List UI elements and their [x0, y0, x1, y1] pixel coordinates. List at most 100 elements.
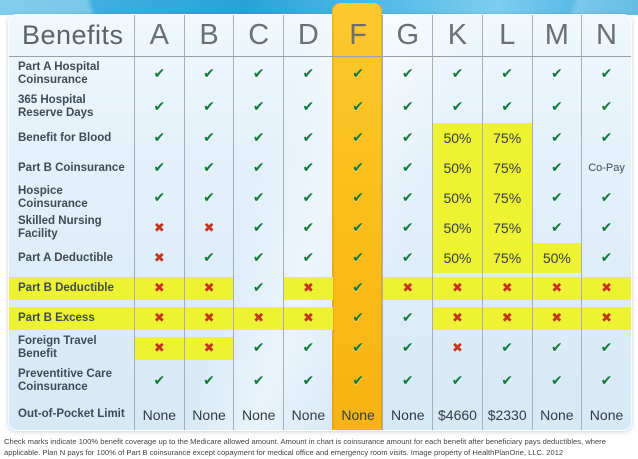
cell-plan-f-part-b-excess: ✔ [332, 303, 383, 333]
check-icon: ✔ [550, 98, 563, 115]
cell-plan-b-foreign-travel-benefit: ✖ [183, 333, 234, 363]
plan-column-header-l: L [481, 15, 532, 57]
cell-plan-f-part-a-hospital-coinsurance: ✔ [332, 57, 383, 90]
check-icon: ✔ [600, 373, 613, 389]
cell-plan-d-part-b-excess: ✖ [283, 303, 333, 333]
cell-plan-a-benefit-for-blood: ✔ [134, 123, 184, 153]
cell-plan-b-part-b-coinsurance: ✔ [183, 153, 234, 183]
table-grid: Benefits A B C D F G K L M N Part A Hospital Coins… [9, 15, 631, 430]
cell-plan-m-out-of-pocket-limit: None [531, 399, 582, 430]
cross-icon: ✖ [153, 220, 165, 236]
benefit-label-hospice-coinsurance: Hospice Coinsurance [18, 185, 88, 210]
cross-icon: ✖ [402, 280, 414, 296]
cell-plan-m-part-b-deductible: ✖ [531, 273, 582, 303]
cell-plan-g-benefit-for-blood: ✔ [382, 123, 432, 153]
cell-plan-c-part-a-hospital-coinsurance: ✔ [233, 57, 283, 90]
cell-plan-b-skilled-nursing-facility: ✖ [183, 213, 234, 243]
check-icon: ✔ [252, 190, 265, 206]
cell-plan-b-part-b-deductible: ✖ [183, 273, 234, 303]
check-icon: ✔ [153, 130, 166, 146]
cross-icon: ✖ [153, 310, 165, 326]
check-icon: ✔ [252, 130, 265, 146]
check-icon: ✔ [401, 65, 414, 82]
cell-plan-g-part-b-coinsurance: ✔ [382, 153, 432, 183]
cell-plan-a-part-b-excess: ✖ [134, 303, 184, 333]
check-icon: ✔ [600, 190, 613, 206]
cell-plan-l-part-a-hospital-coinsurance: ✔ [481, 57, 532, 90]
benefit-label-part-a-hospital-coinsurance: Part A Hospital Coinsurance [18, 60, 100, 86]
check-icon: ✔ [302, 373, 315, 389]
cell-plan-l-part-b-deductible: ✖ [481, 273, 532, 303]
cell-plan-c-out-of-pocket-limit: None [233, 399, 283, 430]
check-icon: ✔ [401, 190, 414, 206]
cell-plan-d-out-of-pocket-limit: None [283, 399, 333, 430]
cell-plan-g-out-of-pocket-limit: None [382, 399, 432, 430]
check-icon: ✔ [401, 160, 414, 176]
cell-plan-c-part-b-excess: ✖ [233, 303, 284, 333]
check-icon: ✔ [401, 130, 414, 146]
check-icon: ✔ [401, 373, 414, 389]
cell-plan-g-preventitive-care-coinsurance: ✔ [382, 363, 432, 399]
cell-plan-n-part-a-deductible: ✔ [581, 243, 631, 273]
benefit-label-foreign-travel-benefit: Foreign Travel Benefit [18, 335, 97, 360]
check-icon: ✔ [401, 310, 414, 326]
cell-plan-k-skilled-nursing-facility: 50% [432, 213, 482, 243]
cross-icon: ✖ [203, 220, 215, 236]
check-icon: ✔ [153, 65, 166, 82]
check-icon: ✔ [401, 98, 414, 115]
cell-plan-m-skilled-nursing-facility: ✔ [531, 213, 582, 243]
check-icon: ✔ [600, 220, 613, 236]
cross-icon: ✖ [501, 310, 513, 326]
check-icon: ✔ [252, 280, 265, 296]
cell-plan-b-part-a-hospital-coinsurance: ✔ [183, 57, 234, 90]
check-icon: ✔ [600, 340, 613, 356]
cell-plan-l-skilled-nursing-facility: 75% [481, 213, 532, 243]
check-icon: ✔ [352, 340, 364, 356]
check-icon: ✔ [401, 340, 414, 356]
check-icon: ✔ [550, 160, 563, 176]
check-icon: ✔ [153, 373, 166, 389]
cell-plan-m-365-hospital-reserve-days: ✔ [531, 90, 582, 123]
cell-plan-l-part-b-coinsurance: 75% [481, 153, 532, 183]
cell-plan-k-part-b-deductible: ✖ [432, 273, 482, 303]
cell-plan-a-part-a-deductible: ✖ [134, 243, 184, 273]
check-icon: ✔ [352, 65, 364, 82]
cell-plan-g-part-b-excess: ✔ [382, 303, 432, 333]
check-icon: ✔ [501, 373, 514, 389]
cell-plan-n-part-a-hospital-coinsurance: ✔ [581, 57, 631, 90]
cell-plan-g-365-hospital-reserve-days: ✔ [382, 90, 432, 123]
cross-icon: ✖ [452, 280, 463, 296]
cell-plan-f-part-b-coinsurance: ✔ [332, 153, 383, 183]
cell-plan-d-benefit-for-blood: ✔ [283, 123, 333, 153]
benefit-label-part-b-coinsurance: Part B Coinsurance [18, 161, 125, 174]
cell-plan-l-foreign-travel-benefit: ✔ [481, 333, 532, 363]
check-icon: ✔ [352, 190, 364, 206]
check-icon: ✔ [352, 130, 364, 146]
footer-line-1: Check marks indicate 100% benefit covera… [4, 437, 606, 446]
cell-plan-k-hospice-coinsurance: 50% [432, 183, 482, 213]
cell-plan-f-365-hospital-reserve-days: ✔ [332, 90, 383, 123]
check-icon: ✔ [550, 220, 563, 236]
cell-plan-k-foreign-travel-benefit: ✖ [432, 333, 482, 363]
check-icon: ✔ [401, 250, 414, 266]
cell-plan-d-part-a-deductible: ✔ [283, 243, 333, 273]
cross-icon: ✖ [153, 280, 165, 296]
check-icon: ✔ [600, 250, 613, 266]
cell-plan-d-hospice-coinsurance: ✔ [283, 183, 333, 213]
check-icon: ✔ [203, 250, 215, 266]
cross-icon: ✖ [452, 340, 463, 356]
cell-plan-n-part-b-excess: ✖ [581, 303, 631, 333]
benefit-label-part-b-deductible: Part B Deductible [9, 273, 134, 303]
plan-column-header-k: K [432, 15, 482, 57]
cell-plan-c-365-hospital-reserve-days: ✔ [233, 90, 283, 123]
check-icon: ✔ [302, 98, 315, 115]
cross-icon: ✖ [601, 310, 612, 326]
check-icon: ✔ [252, 373, 265, 389]
check-icon: ✔ [501, 65, 514, 82]
plan-column-header-m: M [531, 15, 582, 57]
cell-plan-m-preventitive-care-coinsurance: ✔ [531, 363, 582, 399]
cell-plan-b-365-hospital-reserve-days: ✔ [183, 90, 234, 123]
cell-plan-l-benefit-for-blood: 75% [481, 123, 532, 153]
footer-disclaimer: Check marks indicate 100% benefit covera… [4, 436, 636, 459]
check-icon: ✔ [203, 160, 215, 176]
